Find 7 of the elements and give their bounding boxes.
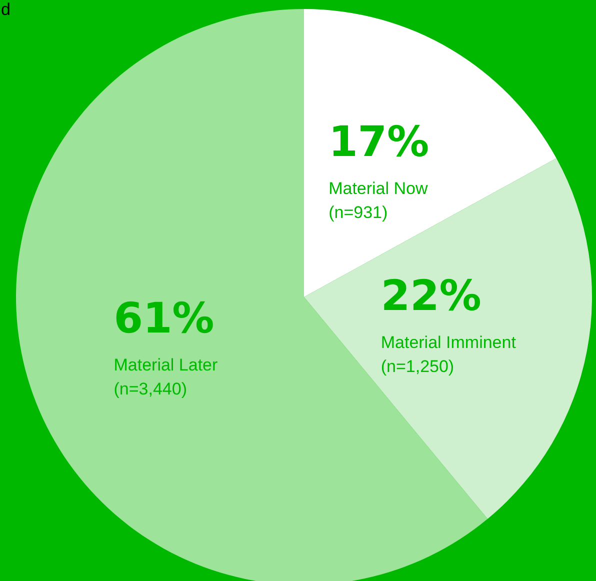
slice-label: Material Later (n=3,440) (114, 355, 218, 398)
data-label: 61% (114, 293, 214, 342)
data-label: 22% (380, 271, 482, 320)
slice-label: Material Imminent (n=1,250) (380, 333, 516, 376)
data-label: 17% (328, 116, 430, 166)
slice-label: Material Now (n=931) (328, 178, 428, 222)
text: d (1, 0, 10, 19)
